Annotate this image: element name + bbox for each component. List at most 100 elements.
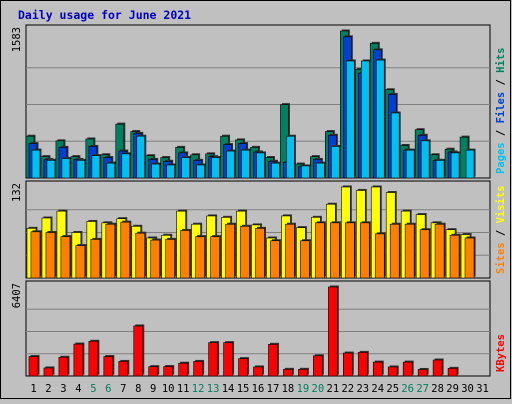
bar-kbytes-day-22 xyxy=(343,352,353,377)
x-tick-label-6: 6 xyxy=(105,383,111,395)
bar-sites-day-30 xyxy=(464,237,475,279)
x-tick-label-12: 12 xyxy=(192,383,205,395)
bar-sites-day-4 xyxy=(75,245,86,279)
bar-kbytes-day-15 xyxy=(238,358,248,377)
x-tick-label-1: 1 xyxy=(30,383,36,395)
legend-files: Files xyxy=(495,92,507,124)
bar-sites-day-26 xyxy=(404,223,415,279)
bar-kbytes-day-25 xyxy=(387,366,398,377)
bar-sites-day-15 xyxy=(240,225,250,279)
bar-sites-day-28 xyxy=(434,223,445,279)
x-tick-label-28: 28 xyxy=(431,383,444,395)
bar-sites-day-12 xyxy=(195,236,205,279)
bar-sites-day-22 xyxy=(345,222,355,279)
bar-pages-day-21 xyxy=(331,146,340,179)
bar-sites-day-14 xyxy=(225,223,235,279)
bar-kbytes-day-1 xyxy=(28,356,39,377)
bar-pages-day-3 xyxy=(61,158,71,179)
bar-sites-day-7 xyxy=(120,221,131,279)
bar-pages-day-17 xyxy=(271,162,280,179)
bar-pages-day-30 xyxy=(465,149,475,179)
chart-panels: 1583 Pages / Files / Hits 132 Sites / Visit… xyxy=(11,24,507,377)
bar-pages-day-27 xyxy=(420,140,430,179)
bar-kbytes-day-9 xyxy=(148,366,159,377)
legend-kbytes: KBytes xyxy=(495,334,507,372)
bar-pages-day-11 xyxy=(181,157,190,179)
panel-kbytes-legend-text: KBytes xyxy=(495,334,507,372)
panel-kbytes-max-label: 6407 xyxy=(11,283,23,308)
bar-sites-day-11 xyxy=(180,230,190,279)
bar-sites-day-17 xyxy=(270,240,280,279)
bar-pages-day-2 xyxy=(46,160,56,179)
bar-kbytes-day-10 xyxy=(163,366,173,377)
bar-sites-day-23 xyxy=(359,222,370,279)
bar-sites-day-29 xyxy=(449,234,460,279)
bar-kbytes-day-2 xyxy=(43,367,54,377)
bar-kbytes-day-26 xyxy=(402,361,413,377)
bar-kbytes-day-11 xyxy=(178,362,188,377)
bar-pages-day-22 xyxy=(346,60,355,179)
panel-hits-bars xyxy=(25,29,476,179)
legend-hits: Hits xyxy=(495,48,507,73)
bar-pages-day-13 xyxy=(211,157,220,179)
x-tick-label-25: 25 xyxy=(386,383,399,395)
bar-pages-day-16 xyxy=(256,152,265,179)
legend-separator: / xyxy=(495,123,507,142)
bar-kbytes-day-14 xyxy=(223,342,233,377)
x-tick-label-7: 7 xyxy=(120,383,126,395)
bar-kbytes-day-27 xyxy=(417,369,428,377)
bar-sites-day-3 xyxy=(60,236,71,279)
bar-sites-day-16 xyxy=(255,228,265,279)
bar-sites-day-25 xyxy=(389,223,400,279)
bar-kbytes-day-23 xyxy=(357,352,368,377)
x-tick-label-14: 14 xyxy=(222,383,235,395)
bar-pages-day-28 xyxy=(435,160,445,179)
bar-pages-day-20 xyxy=(316,162,325,179)
x-axis: 1 2 3 4 5 6 7 8 9 10 11 12 13 14 15 16 17 18 19 20 21 22 23 24 2… xyxy=(30,383,489,395)
bar-kbytes-day-28 xyxy=(432,359,443,377)
bar-kbytes-day-8 xyxy=(133,325,144,377)
bar-pages-day-7 xyxy=(121,153,131,179)
x-tick-label-27: 27 xyxy=(416,383,429,395)
bar-sites-day-21 xyxy=(330,222,340,279)
x-tick-label-18: 18 xyxy=(282,383,295,395)
bar-pages-day-8 xyxy=(136,135,146,179)
bar-kbytes-day-19 xyxy=(298,369,308,377)
panel-hits-legend-text: Pages / Files / Hits xyxy=(495,48,507,174)
bar-sites-day-13 xyxy=(210,236,220,279)
bar-kbytes-day-18 xyxy=(283,369,293,377)
panel-kbytes-bars xyxy=(28,285,459,377)
bar-sites-day-8 xyxy=(135,232,146,279)
legend-separator: / xyxy=(495,223,507,242)
x-tick-label-11: 11 xyxy=(177,383,190,395)
bar-sites-day-1 xyxy=(30,231,41,279)
bar-pages-day-23 xyxy=(360,60,370,179)
x-tick-label-9: 9 xyxy=(150,383,156,395)
panel-sites-legend-text: Sites / Visits xyxy=(495,185,507,274)
bar-pages-day-12 xyxy=(196,164,205,179)
x-tick-label-24: 24 xyxy=(371,383,384,395)
bar-kbytes-day-5 xyxy=(88,340,99,377)
bar-kbytes-day-7 xyxy=(118,361,129,377)
bar-kbytes-day-16 xyxy=(253,366,263,377)
legend-sites: Sites xyxy=(495,242,507,274)
bar-kbytes-day-4 xyxy=(73,343,84,377)
bar-pages-day-9 xyxy=(151,163,161,179)
x-tick-label-19: 19 xyxy=(297,383,310,395)
bar-pages-day-4 xyxy=(76,160,86,179)
bar-kbytes-day-12 xyxy=(193,361,203,377)
bar-pages-day-29 xyxy=(450,152,460,179)
panel-kbytes-legend: KBytes xyxy=(495,334,507,372)
x-tick-label-13: 13 xyxy=(207,383,220,395)
x-tick-label-20: 20 xyxy=(312,383,325,395)
panel-hits-legend: Pages / Files / Hits xyxy=(495,48,507,174)
legend-pages: Pages xyxy=(495,142,507,174)
bar-sites-day-18 xyxy=(285,223,295,279)
panel-hits: 1583 Pages / Files / Hits xyxy=(11,24,507,179)
panel-sites-bars xyxy=(26,185,476,279)
x-tick-label-5: 5 xyxy=(90,383,96,395)
panel-hits-max-label: 1583 xyxy=(11,27,23,52)
x-tick-label-23: 23 xyxy=(356,383,369,395)
bar-pages-day-14 xyxy=(226,150,235,179)
